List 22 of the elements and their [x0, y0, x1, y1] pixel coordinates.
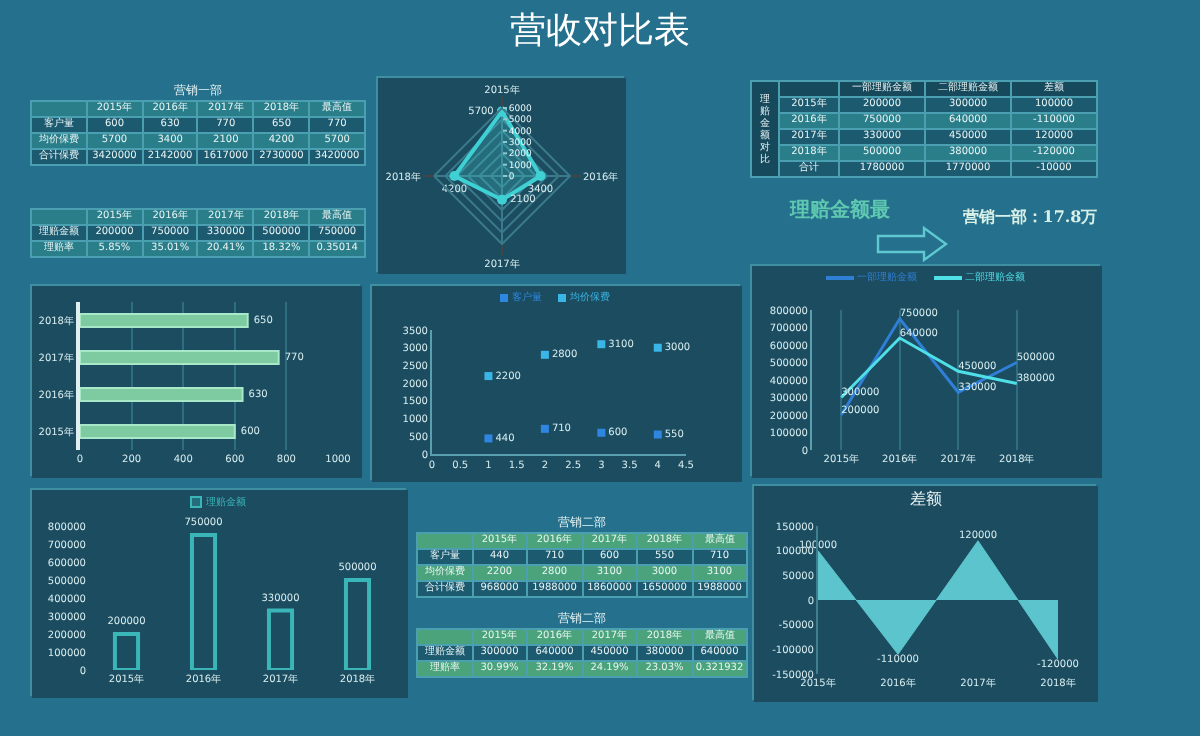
point: [540, 350, 549, 359]
bar: [80, 387, 244, 402]
text: 营销一部：17.8万: [960, 204, 1100, 228]
point: [597, 340, 606, 349]
bar: [266, 608, 295, 670]
bar: [112, 632, 141, 670]
text: 理赔金额最: [787, 200, 892, 224]
bar: [80, 313, 249, 328]
bar: [80, 350, 280, 365]
text: 营收对比表: [508, 8, 692, 56]
point: [484, 434, 493, 443]
bar: [80, 424, 236, 439]
line-series: [839, 317, 1019, 417]
point: [484, 372, 493, 381]
line-series: [839, 336, 1019, 399]
point: [653, 343, 662, 352]
point: [597, 428, 606, 437]
point: [653, 430, 662, 439]
bar: [343, 578, 372, 670]
chart-title: 差额: [910, 489, 942, 508]
point: [540, 424, 549, 433]
bar: [189, 533, 218, 670]
